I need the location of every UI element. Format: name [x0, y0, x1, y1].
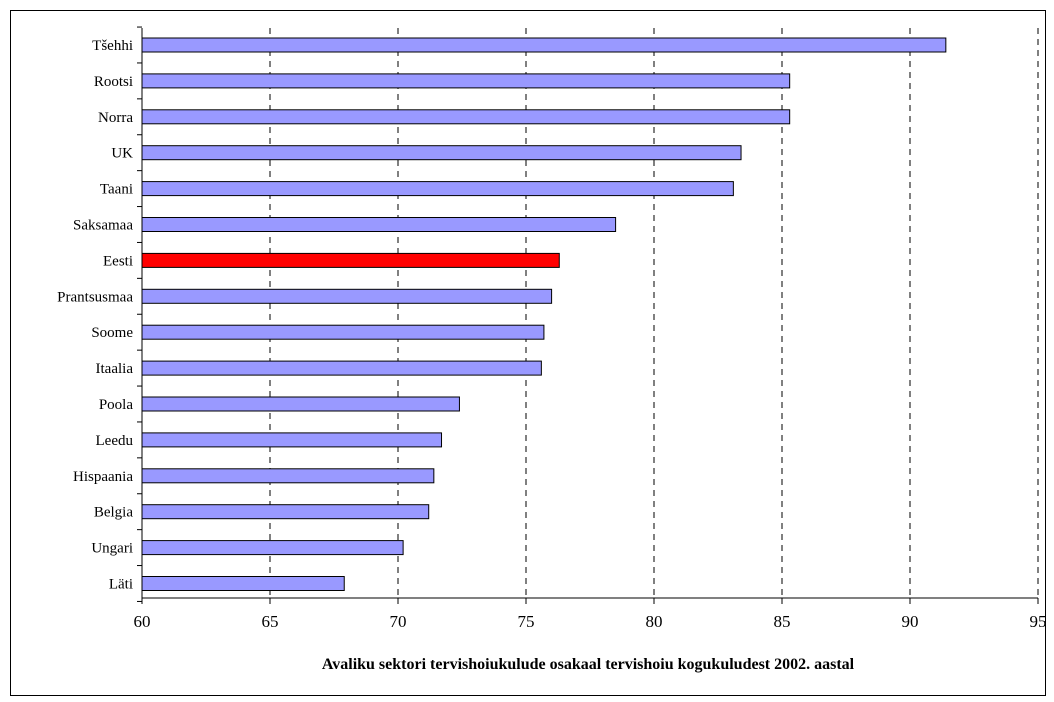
- x-tick-label: 70: [390, 612, 407, 631]
- x-tick-label: 80: [646, 612, 663, 631]
- x-tick-label: 60: [134, 612, 151, 631]
- bar-14: [141, 540, 404, 556]
- x-tick-label: 95: [1030, 612, 1047, 631]
- gridlines: [269, 28, 1039, 598]
- bar-15: [141, 576, 345, 591]
- category-label: Tšehhi: [92, 38, 133, 54]
- bar-4: [141, 181, 734, 197]
- x-tick-label: 75: [518, 612, 535, 631]
- bar-6: [141, 252, 560, 268]
- category-label: Saksamaa: [73, 218, 133, 234]
- bar-11: [141, 432, 443, 448]
- bars: [141, 37, 947, 591]
- bar-7: [141, 288, 553, 304]
- bar-10: [141, 396, 460, 412]
- bar-8: [141, 324, 545, 340]
- category-label: Soome: [91, 325, 133, 341]
- category-label: Prantsusmaa: [57, 289, 133, 305]
- bar-0: [141, 37, 947, 53]
- category-labels: Tšehhi Rootsi Norra UK Taani Saksamaa Eesti Pra…: [57, 38, 133, 593]
- bar-3: [141, 145, 742, 161]
- category-label: UK: [111, 146, 133, 162]
- bar-13: [141, 504, 430, 520]
- category-label: Leedu: [96, 433, 134, 449]
- x-axis: 60 65 70 75 80 85 90 95: [134, 26, 1047, 631]
- bar-2: [141, 109, 791, 125]
- x-tick-label: 65: [262, 612, 279, 631]
- category-label: Eesti: [103, 253, 133, 269]
- category-label: Belgia: [94, 505, 133, 521]
- category-label: Itaalia: [96, 361, 134, 377]
- category-label: Taani: [100, 182, 133, 198]
- bar-1: [141, 73, 791, 89]
- category-label: Ungari: [91, 541, 133, 557]
- category-label: Läti: [109, 577, 133, 593]
- x-tick-label: 90: [902, 612, 919, 631]
- category-label: Hispaania: [73, 469, 133, 485]
- bar-9: [141, 360, 542, 376]
- x-axis-title: Avaliku sektori tervishoiukulude osakaal…: [322, 656, 855, 673]
- x-tick-label: 85: [774, 612, 791, 631]
- category-label: Norra: [98, 110, 133, 126]
- category-label: Rootsi: [94, 74, 133, 90]
- bar-5: [141, 217, 617, 232]
- category-label: Poola: [99, 397, 134, 413]
- bar-12: [141, 468, 435, 484]
